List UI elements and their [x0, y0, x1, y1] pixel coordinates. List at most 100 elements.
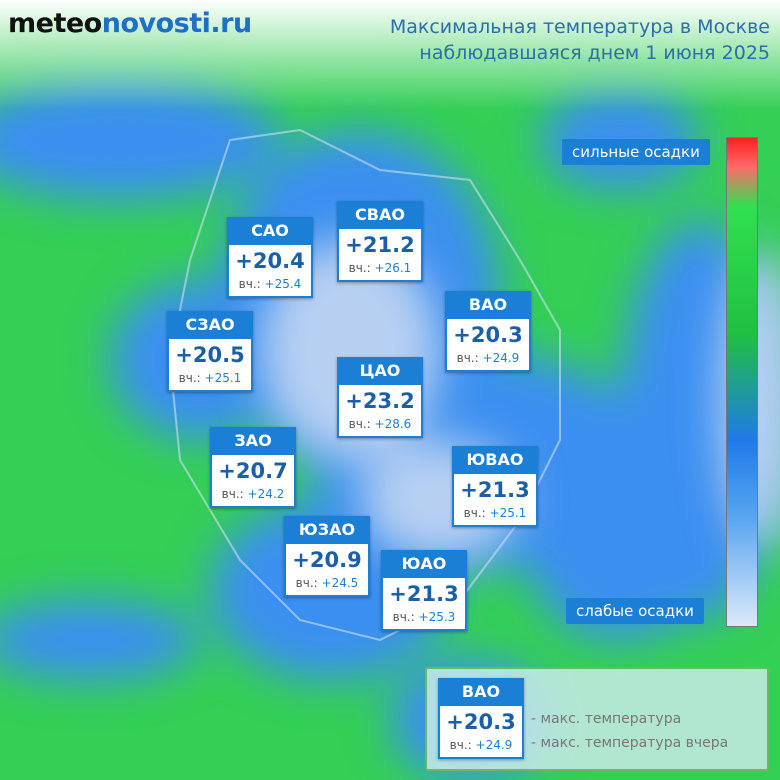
prev-label: вч.: — [463, 506, 486, 520]
prev-temp: +24.9 — [475, 738, 513, 752]
legend-temp-note: - макс. температура — [531, 711, 682, 727]
prev-label: вч.: — [221, 487, 244, 501]
district-name: ВАО — [461, 682, 501, 701]
district-header: ЗАО — [210, 427, 296, 455]
temp-row: +20.9 — [286, 546, 368, 574]
district-temp: +20.5 — [175, 343, 245, 367]
logo-suffix: novosti.ru — [101, 8, 252, 39]
prev-label: вч.: — [348, 261, 371, 275]
prev-label: вч.: — [348, 417, 371, 431]
district-temp: +20.3 — [446, 710, 516, 734]
district-card: ВАО +20.3 вч.: +24.9 — [438, 678, 524, 759]
district-temp: +21.2 — [345, 233, 415, 257]
district-card: ЮЗАО +20.9 вч.: +24.5 — [284, 516, 370, 597]
district-card: ЦАО +23.2 вч.: +28.6 — [337, 357, 423, 438]
scale-bottom-label: слабые осадки — [566, 598, 704, 624]
district-body: +20.3 вч.: +24.9 — [445, 319, 531, 372]
temp-row: +23.2 — [339, 387, 421, 415]
prev-label: вч.: — [178, 371, 201, 385]
district-card: СВАО +21.2 вч.: +26.1 — [337, 201, 423, 282]
district-header: ЮВАО — [452, 446, 538, 474]
district-header: СЗАО — [167, 311, 253, 339]
district-body: +21.2 вч.: +26.1 — [337, 229, 423, 282]
prev-temp: +25.4 — [264, 277, 302, 291]
prev-temp: +24.5 — [321, 576, 359, 590]
prev-temp: +24.2 — [247, 487, 285, 501]
prev-row: вч.: +25.1 — [169, 369, 251, 387]
district-header: СВАО — [337, 201, 423, 229]
district-name: СЗАО — [185, 315, 235, 334]
district-body: +21.3 вч.: +25.1 — [452, 474, 538, 527]
district-name: САО — [251, 221, 289, 240]
title-line: Максимальная температура в Москве — [389, 16, 770, 38]
district-header: ЮЗАО — [284, 516, 370, 544]
district-name: ЮВАО — [466, 450, 524, 469]
district-body: +21.3 вч.: +25.3 — [381, 578, 467, 631]
district-card: СЗАО +20.5 вч.: +25.1 — [167, 311, 253, 392]
prev-row: вч.: +24.9 — [447, 349, 529, 367]
prev-label: вч.: — [392, 610, 415, 624]
prev-temp: +24.9 — [482, 351, 520, 365]
prev-temp: +25.1 — [489, 506, 527, 520]
temp-row: +20.3 — [440, 708, 522, 736]
district-temp: +21.3 — [460, 478, 530, 502]
prev-row: вч.: +26.1 — [339, 259, 421, 277]
title-line: наблюдавшаяся днем 1 июня 2025 — [419, 42, 770, 64]
district-temp: +21.3 — [389, 582, 459, 606]
district-card: ЮАО +21.3 вч.: +25.3 — [381, 550, 467, 631]
prev-row: вч.: +25.1 — [454, 504, 536, 522]
logo-prefix: meteo — [8, 8, 102, 39]
temp-row: +21.2 — [339, 231, 421, 259]
prev-temp: +28.6 — [374, 417, 412, 431]
district-card: ЮВАО +21.3 вч.: +25.1 — [452, 446, 538, 527]
prev-row: вч.: +25.4 — [229, 275, 311, 293]
district-temp: +20.3 — [453, 323, 523, 347]
temp-row: +21.3 — [383, 580, 465, 608]
district-header: ВАО — [438, 678, 524, 706]
scale-top-label: сильные осадки — [562, 139, 710, 165]
prev-temp: +25.1 — [204, 371, 242, 385]
prev-temp: +26.1 — [374, 261, 412, 275]
district-header: САО — [227, 217, 313, 245]
district-card: САО +20.4 вч.: +25.4 — [227, 217, 313, 298]
district-name: ЦАО — [359, 361, 401, 380]
temp-row: +20.3 — [447, 321, 529, 349]
district-body: +20.4 вч.: +25.4 — [227, 245, 313, 298]
district-card: ЗАО +20.7 вч.: +24.2 — [210, 427, 296, 508]
prev-temp: +25.3 — [418, 610, 456, 624]
prev-label: вч.: — [449, 738, 472, 752]
district-body: +20.5 вч.: +25.1 — [167, 339, 253, 392]
prev-label: вч.: — [295, 576, 318, 590]
district-header: ЮАО — [381, 550, 467, 578]
prev-row: вч.: +24.2 — [212, 485, 294, 503]
prev-row: вч.: +24.5 — [286, 574, 368, 592]
district-header: ВАО — [445, 291, 531, 319]
district-temp: +20.4 — [235, 249, 305, 273]
district-temp: +20.9 — [292, 548, 362, 572]
prev-row: вч.: +25.3 — [383, 608, 465, 626]
prev-label: вч.: — [238, 277, 261, 291]
legend-prev-note: - макс. температура вчера — [531, 735, 729, 751]
district-body: +20.7 вч.: +24.2 — [210, 455, 296, 508]
district-name: ВАО — [468, 295, 508, 314]
temp-row: +20.4 — [229, 247, 311, 275]
prev-row: вч.: +24.9 — [440, 736, 522, 754]
title: Максимальная температура в Москве наблюд… — [390, 14, 770, 66]
district-header: ЦАО — [337, 357, 423, 385]
prev-row: вч.: +28.6 — [339, 415, 421, 433]
temp-row: +21.3 — [454, 476, 536, 504]
temp-row: +20.5 — [169, 341, 251, 369]
prev-label: вч.: — [456, 351, 479, 365]
district-name: ЮАО — [401, 554, 447, 573]
district-card: ВАО +20.3 вч.: +24.9 — [445, 291, 531, 372]
district-name: ЗАО — [234, 431, 272, 450]
color-scale — [726, 137, 758, 627]
district-body: +20.9 вч.: +24.5 — [284, 544, 370, 597]
temp-row: +20.7 — [212, 457, 294, 485]
district-body: +20.3 вч.: +24.9 — [438, 706, 524, 759]
district-name: СВАО — [355, 205, 405, 224]
district-temp: +23.2 — [345, 389, 415, 413]
district-body: +23.2 вч.: +28.6 — [337, 385, 423, 438]
logo: meteonovosti.ru — [8, 8, 252, 39]
